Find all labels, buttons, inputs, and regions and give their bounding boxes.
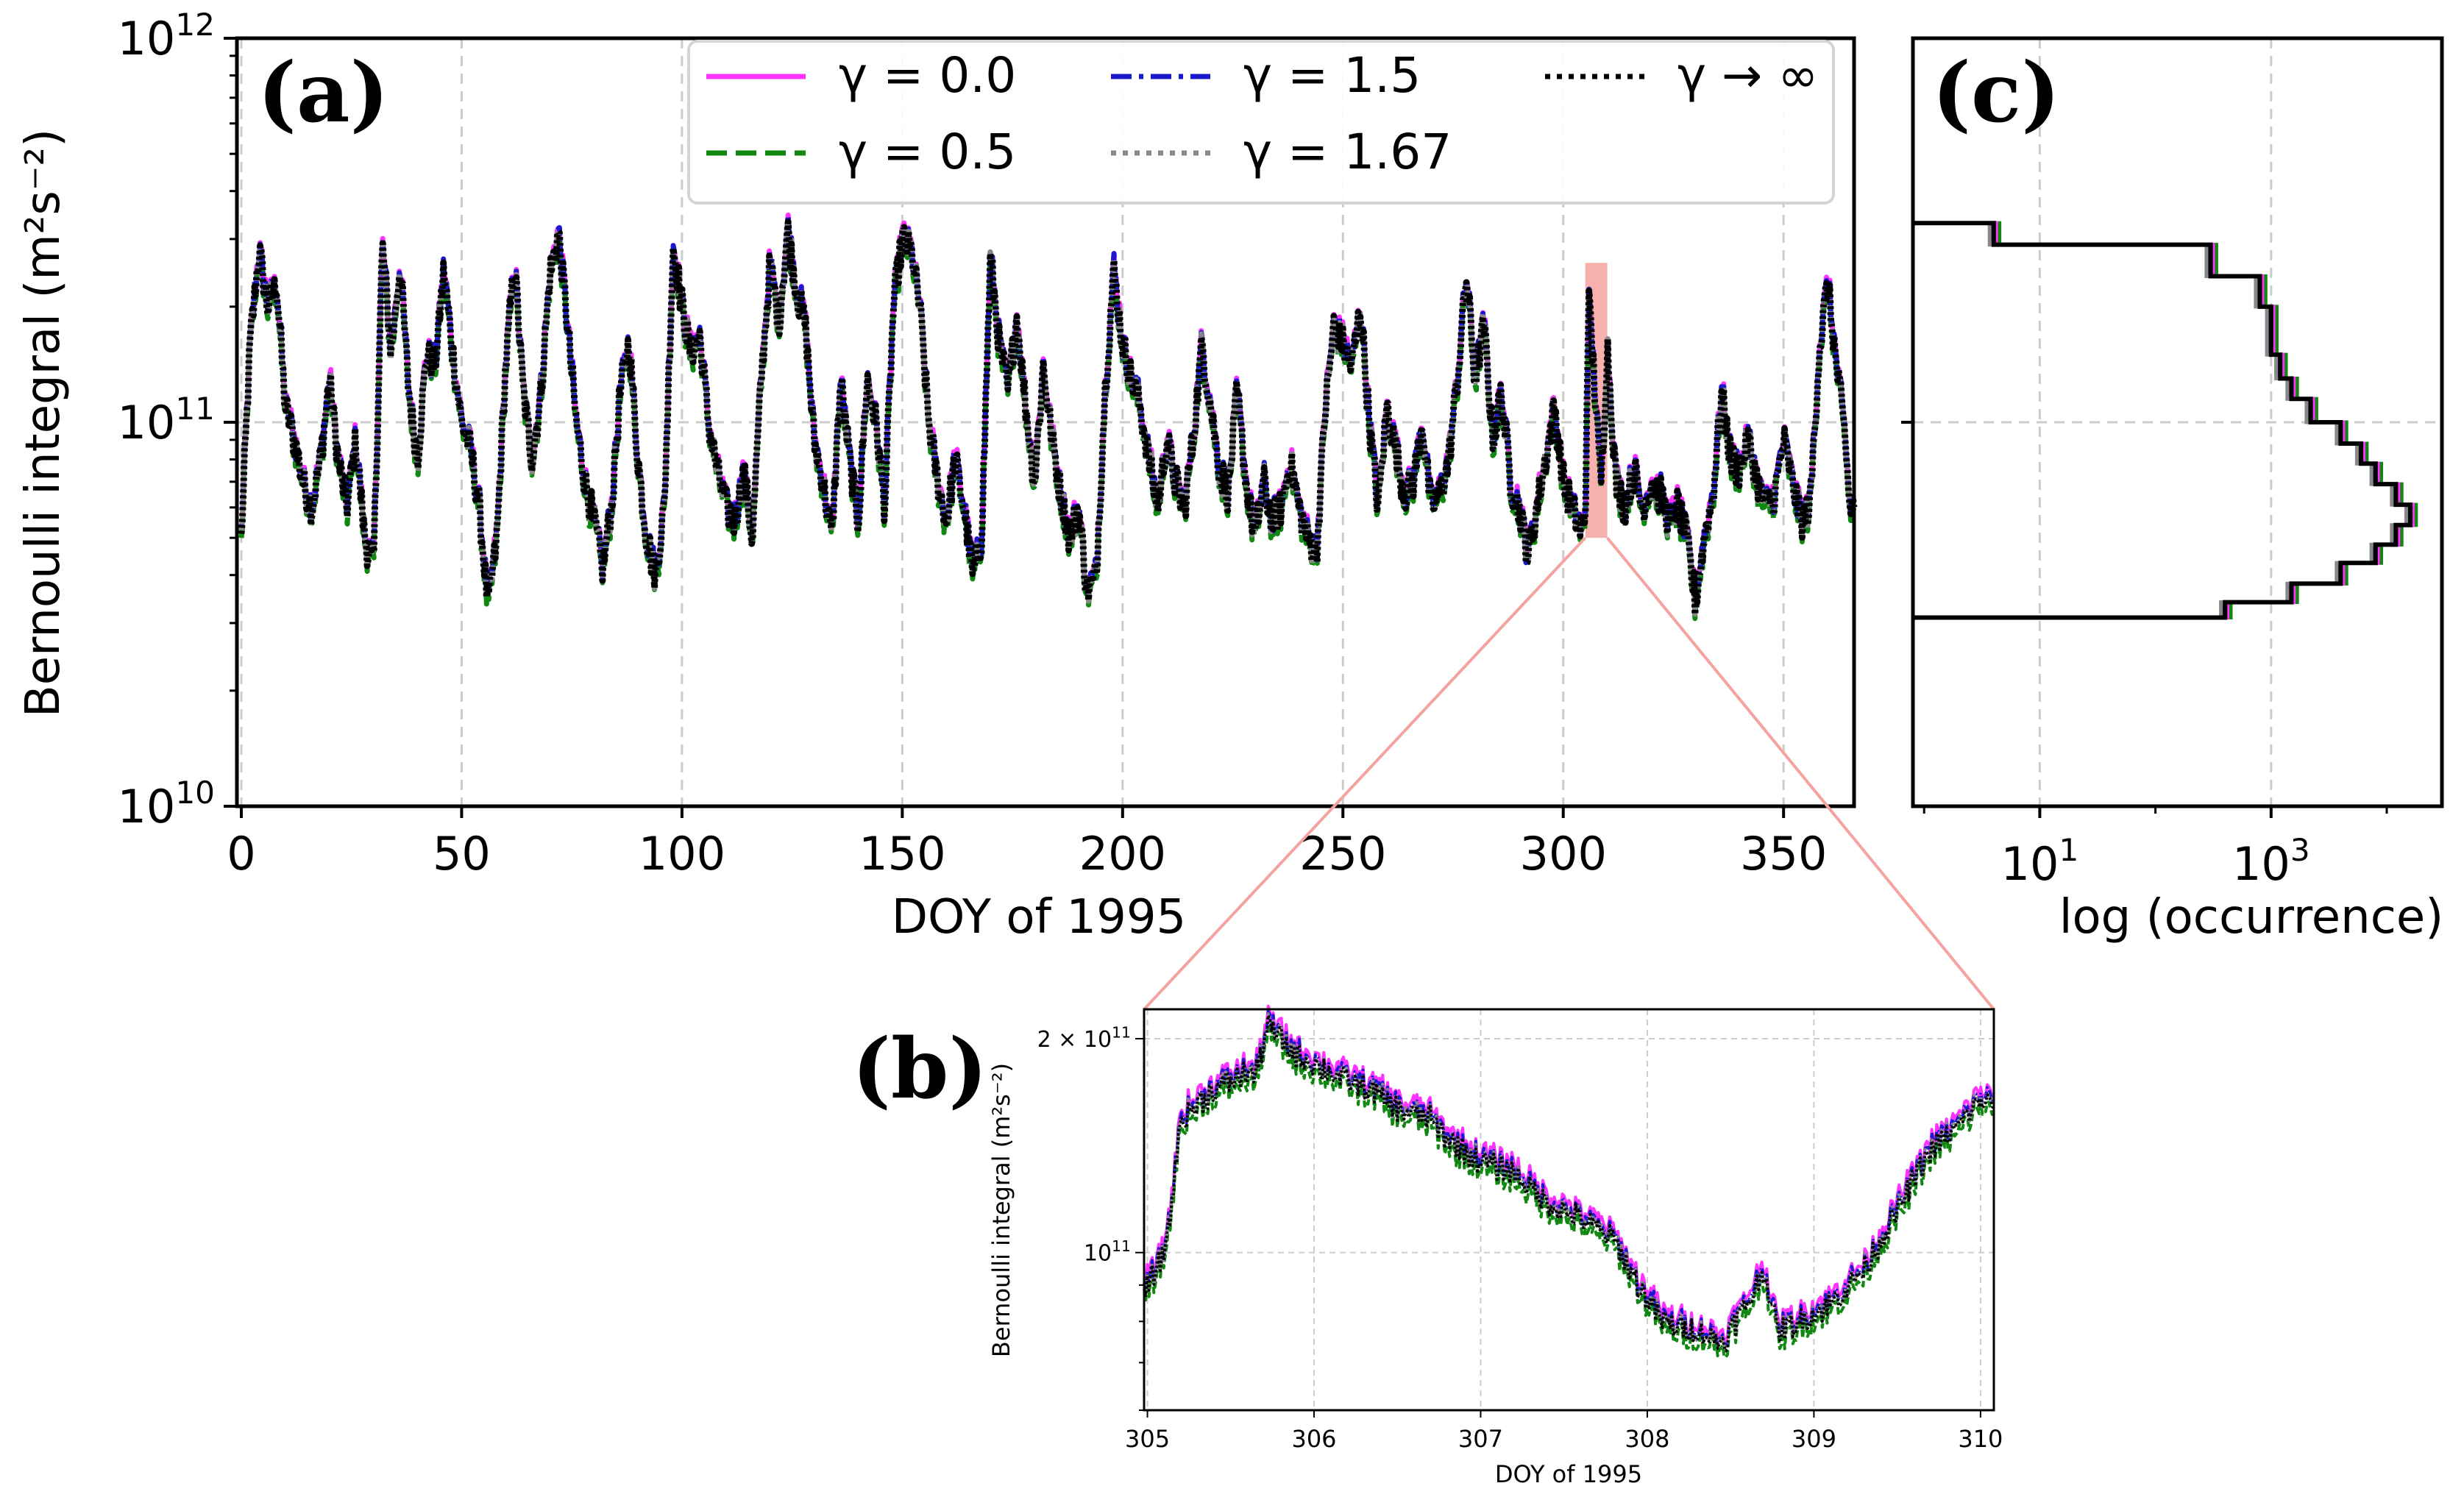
panel-b-series-gamma-0-0	[1143, 1004, 1995, 1344]
panel-b-label: (b)	[852, 1021, 987, 1117]
panel-c-x-label: log (occurrence)	[2059, 890, 2444, 945]
panel-c-grid	[1913, 38, 2442, 806]
panel-c-histogram	[1913, 221, 2418, 620]
panel-b-x-label: DOY of 1995	[1495, 1460, 1642, 1488]
legend-entry-gamma-0-0: γ = 0.0	[706, 47, 1016, 104]
panel-a-x-tick-label: 200	[1079, 827, 1166, 881]
panel-a-x-tick-label: 250	[1299, 827, 1386, 881]
legend-label-gamma-1-67: γ = 1.67	[1243, 124, 1452, 180]
legend-box	[687, 40, 1835, 205]
panel-b-x-tick-label: 310	[1958, 1425, 2003, 1453]
panel-b-series-gamma-1-5	[1143, 1010, 1995, 1348]
panel-a-y-label: Bernoulli integral (m²s⁻²)	[16, 129, 71, 717]
panel-a-x-tick-label: 100	[639, 827, 725, 881]
zoom-connector-lines	[1143, 536, 1995, 1011]
panel-b-series-gamma-inf	[1143, 1014, 1995, 1353]
zoom-line-left	[1143, 536, 1587, 1011]
panel-b-x-tick-label: 308	[1625, 1425, 1669, 1453]
legend-label-gamma-0-0: γ = 0.0	[839, 47, 1016, 104]
legend-entry-gamma-1-5: γ = 1.5	[1111, 47, 1421, 104]
panel-a-x-label: DOY of 1995	[892, 890, 1187, 945]
legend: γ = 0.0 γ = 0.5 γ = 1.5 γ = 1.67 γ → ∞	[687, 40, 1835, 205]
panel-a-x-tick-label: 150	[859, 827, 945, 881]
legend-label-gamma-inf: γ → ∞	[1677, 47, 1818, 104]
panel-b-frame	[1143, 1008, 1995, 1412]
panel-a: 0 50 100 150 200 250 300 350 1010 1011 1012 DOY o…	[16, 7, 1858, 945]
legend-entry-gamma-1-67: γ = 1.67	[1111, 124, 1452, 180]
panel-c-x-ticks: 101 103	[1922, 806, 2388, 891]
panel-a-label: (a)	[258, 45, 389, 141]
panel-b-series-gamma-0-5	[1143, 1023, 1995, 1359]
panel-b-x-ticks: 305 306 307 308 309 310	[1125, 1410, 2003, 1453]
panel-a-x-ticks: 0 50 100 150 200 250 300 350	[227, 806, 1827, 881]
panel-c: 101 103 log (occurrence) (c)	[1901, 36, 2444, 945]
panel-a-y-tick-label: 1011	[117, 391, 215, 449]
panel-b: 305 306 307 308 309 310 1011 2 × 1011 DOY of 1…	[852, 1004, 2003, 1488]
panel-a-series-gamma-inf	[238, 218, 1858, 618]
panel-a-y-ticks: 1010 1011 1012	[117, 7, 237, 833]
legend-label-gamma-0-5: γ = 0.5	[839, 124, 1016, 180]
panel-a-y-tick-label: 1010	[117, 775, 215, 833]
panel-b-x-tick-label: 306	[1291, 1425, 1336, 1453]
panel-a-series	[238, 212, 1858, 622]
panel-b-y-tick-label: 1011	[1084, 1237, 1131, 1267]
panel-a-x-tick-label: 0	[227, 827, 255, 881]
panel-c-x-tick-label: 103	[2232, 832, 2310, 891]
panel-c-label: (c)	[1932, 45, 2060, 141]
panel-b-x-tick-label: 309	[1792, 1425, 1836, 1453]
panel-b-y-label: Bernoulli integral (m²s⁻²)	[987, 1063, 1015, 1357]
legend-entry-gamma-inf: γ → ∞	[1545, 47, 1818, 104]
panel-a-x-tick-label: 50	[433, 827, 491, 881]
legend-entry-gamma-0-5: γ = 0.5	[706, 124, 1016, 180]
panel-b-series-gamma-1-67	[1143, 1012, 1995, 1350]
panel-a-y-tick-label: 1012	[117, 7, 215, 65]
legend-label-gamma-1-5: γ = 1.5	[1243, 47, 1421, 104]
panel-b-y-ticks: 1011 2 × 1011	[1037, 1023, 1144, 1411]
panel-c-histogram-gamma-inf	[1913, 221, 2413, 620]
panel-b-x-tick-label: 307	[1458, 1425, 1503, 1453]
panel-b-y-tick-label: 2 × 1011	[1037, 1023, 1131, 1053]
panel-b-series	[1143, 1004, 1995, 1359]
panel-b-grid	[1144, 1009, 1994, 1410]
zoom-line-right	[1606, 536, 1995, 1011]
panel-c-x-tick-label: 101	[2001, 832, 2079, 891]
panel-b-x-tick-label: 305	[1125, 1425, 1170, 1453]
panel-a-x-tick-label: 300	[1520, 827, 1607, 881]
panel-a-x-tick-label: 350	[1740, 827, 1827, 881]
